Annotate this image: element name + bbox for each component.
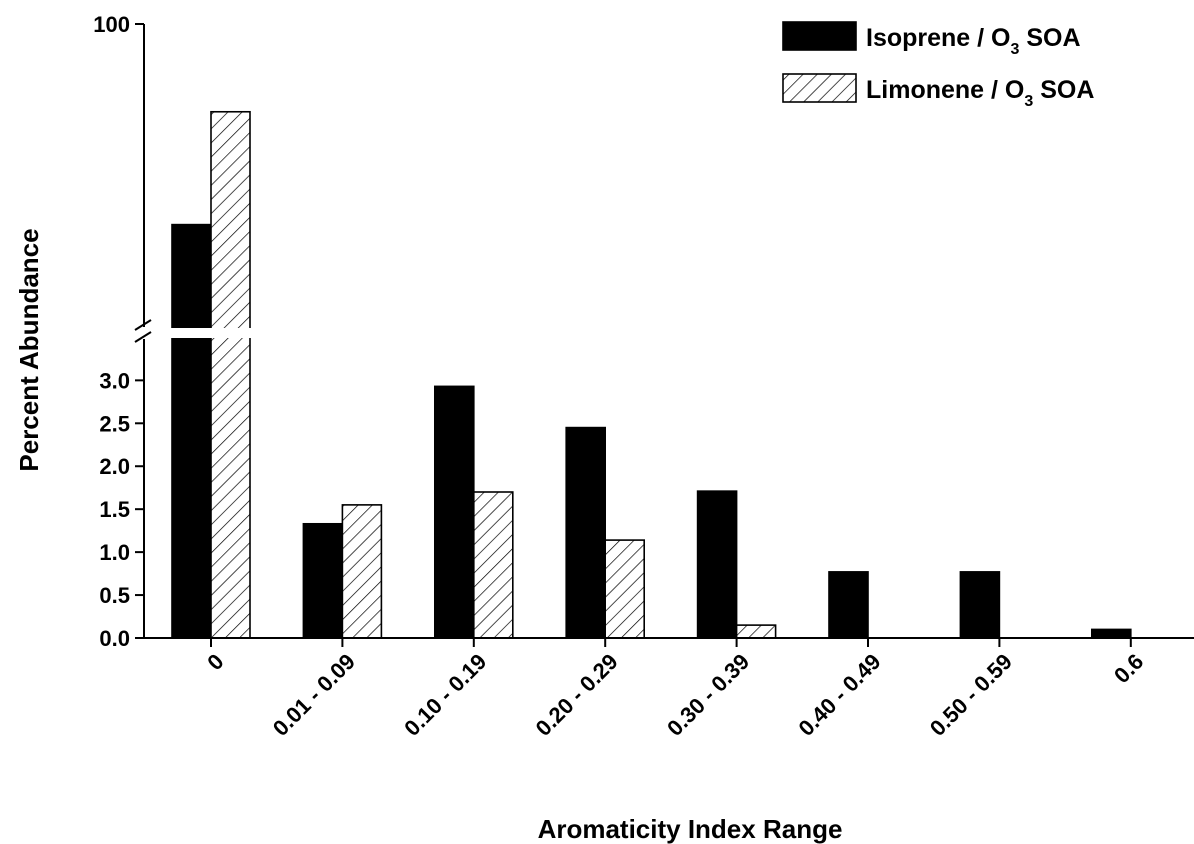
bar-isoprene-1 — [302, 522, 344, 639]
bar-isoprene-0 — [171, 223, 212, 639]
legend-swatch-isoprene — [782, 21, 857, 51]
bar-limonene-0 — [210, 110, 251, 639]
x-tick-label: 0.10 - 0.19 — [399, 649, 491, 741]
bar-limonene-2 — [472, 491, 514, 639]
legend: Isoprene / O3 SOA Limonene / O3 SOA — [782, 21, 1094, 110]
bar-limonene-1 — [341, 504, 383, 639]
bar-isoprene-6 — [959, 571, 1001, 639]
x-tick-label: 0.40 - 0.49 — [793, 649, 885, 741]
axis-break-mark — [134, 331, 152, 343]
x-axis-title: Aromaticity Index Range — [538, 814, 843, 844]
y-tick-label: 2.5 — [99, 411, 130, 436]
legend-label-limonene: Limonene / O3 SOA — [866, 76, 1094, 110]
legend-swatch-limonene — [782, 73, 857, 103]
y-tick-label: 3.0 — [99, 368, 130, 393]
x-tick-label: 0.20 - 0.29 — [531, 649, 623, 741]
legend-label-isoprene: Isoprene / O3 SOA — [866, 24, 1081, 58]
bar-isoprene-3 — [565, 426, 607, 639]
y-tick-label: 1.5 — [99, 497, 130, 522]
bar-isoprene-4 — [696, 490, 738, 639]
x-tick-label: 0.50 - 0.59 — [925, 649, 1017, 741]
axis-break-gap — [132, 328, 1194, 338]
x-tick-label: 0.01 - 0.09 — [268, 649, 360, 741]
y-tick-label: 100 — [93, 12, 130, 37]
x-tick-label: 0.6 — [1109, 649, 1148, 688]
bar-isoprene-5 — [828, 571, 869, 639]
bars-layer — [132, 110, 1194, 639]
y-tick-label: 1.0 — [99, 540, 130, 565]
axes-layer: 0.0 0.5 1.0 1.5 2.0 2.5 3.0 100 — [93, 12, 1194, 651]
category-labels: 0 0.01 - 0.09 0.10 - 0.19 0.20 - 0.29 0.30 -… — [202, 649, 1148, 741]
y-tick-label: 0.5 — [99, 583, 130, 608]
y-axis-title: Percent Abundance — [14, 228, 44, 471]
x-tick-label: 0 — [202, 649, 228, 675]
bar-isoprene-7 — [1091, 628, 1132, 639]
bar-limonene-3 — [604, 539, 646, 639]
y-tick-label: 2.0 — [99, 454, 130, 479]
y-tick-label: 0.0 — [99, 626, 130, 651]
axis-break-mark — [134, 319, 152, 331]
bar-isoprene-2 — [433, 385, 475, 639]
bar-limonene-4 — [735, 624, 777, 639]
x-tick-label: 0.30 - 0.39 — [662, 649, 754, 741]
